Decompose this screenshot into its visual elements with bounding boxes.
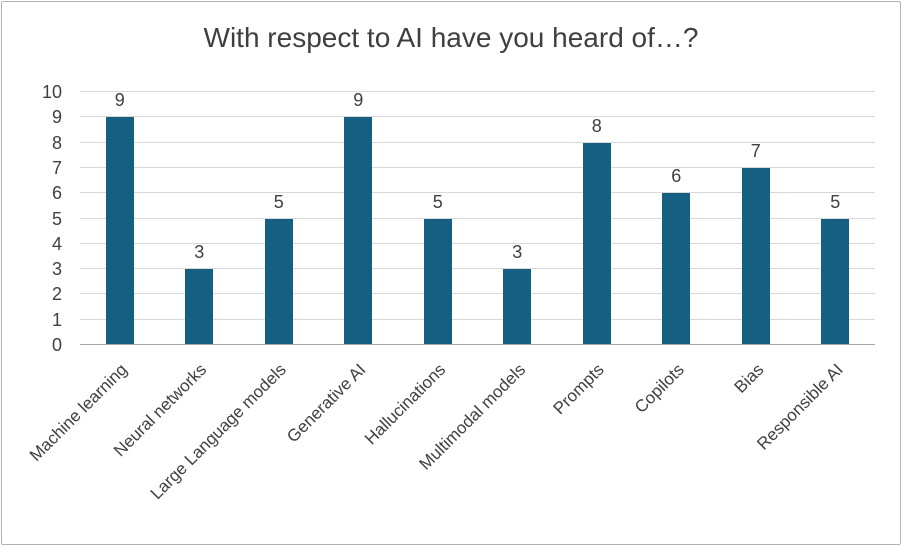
data-label: 3	[194, 242, 205, 263]
y-tick-label: 9	[51, 107, 62, 128]
bar-multimodal-models	[503, 269, 532, 345]
x-tick-label: Large Language models	[147, 360, 291, 504]
gridline	[80, 116, 875, 118]
x-tick-label: Bias	[730, 360, 768, 397]
bar-prompts	[582, 142, 611, 345]
x-axis-line	[80, 344, 875, 345]
data-label: 3	[512, 242, 523, 263]
data-label: 7	[750, 140, 761, 161]
x-tick-label: Prompts	[549, 360, 609, 419]
gridline	[80, 217, 875, 219]
bar-generative-ai	[344, 117, 373, 345]
data-label: 5	[273, 191, 284, 212]
plot-area: 9 3 5 9 5 3 8 6 7 5	[80, 90, 875, 345]
bar-machine-learning	[105, 117, 134, 345]
gridline	[80, 91, 875, 92]
bar-bias	[741, 167, 770, 345]
bar-copilots	[662, 193, 691, 345]
x-tick-label: Copilots	[630, 360, 688, 417]
data-label: 8	[591, 115, 602, 136]
y-axis: 0 1 2 3 4 5 6 7 8 9 10	[0, 83, 62, 354]
data-label: 5	[432, 191, 443, 212]
y-tick-label: 4	[51, 233, 62, 254]
data-label: 9	[353, 90, 364, 111]
data-label: 9	[114, 90, 125, 111]
gridline	[80, 293, 875, 295]
y-tick-label: 10	[41, 82, 62, 102]
y-tick-label: 0	[51, 335, 62, 355]
x-axis: Machine learning Neural networks Large Lan…	[26, 352, 875, 537]
x-tick-label: Generative AI	[283, 360, 370, 447]
y-tick-label: 2	[51, 284, 62, 305]
y-tick-label: 8	[51, 132, 62, 153]
data-label: 6	[671, 166, 682, 187]
y-tick-label: 7	[51, 157, 62, 178]
bar-large-language-models	[264, 218, 293, 345]
gridline	[80, 318, 875, 320]
y-tick-label: 6	[51, 183, 62, 204]
gridline	[80, 242, 875, 244]
data-label: 5	[830, 191, 841, 212]
bar-neural-networks	[185, 269, 214, 345]
gridline	[80, 268, 875, 270]
x-tick-label: Hallucinations	[360, 360, 450, 449]
gridline	[80, 141, 875, 143]
bar-hallucinations	[423, 218, 452, 345]
y-tick-label: 5	[51, 208, 62, 229]
bar-responsible-ai	[821, 218, 850, 345]
y-tick-label: 1	[51, 309, 62, 330]
y-tick-label: 3	[51, 259, 62, 280]
gridline	[80, 192, 875, 194]
gridline	[80, 166, 875, 168]
chart-title: With respect to AI have you heard of…?	[203, 22, 699, 53]
